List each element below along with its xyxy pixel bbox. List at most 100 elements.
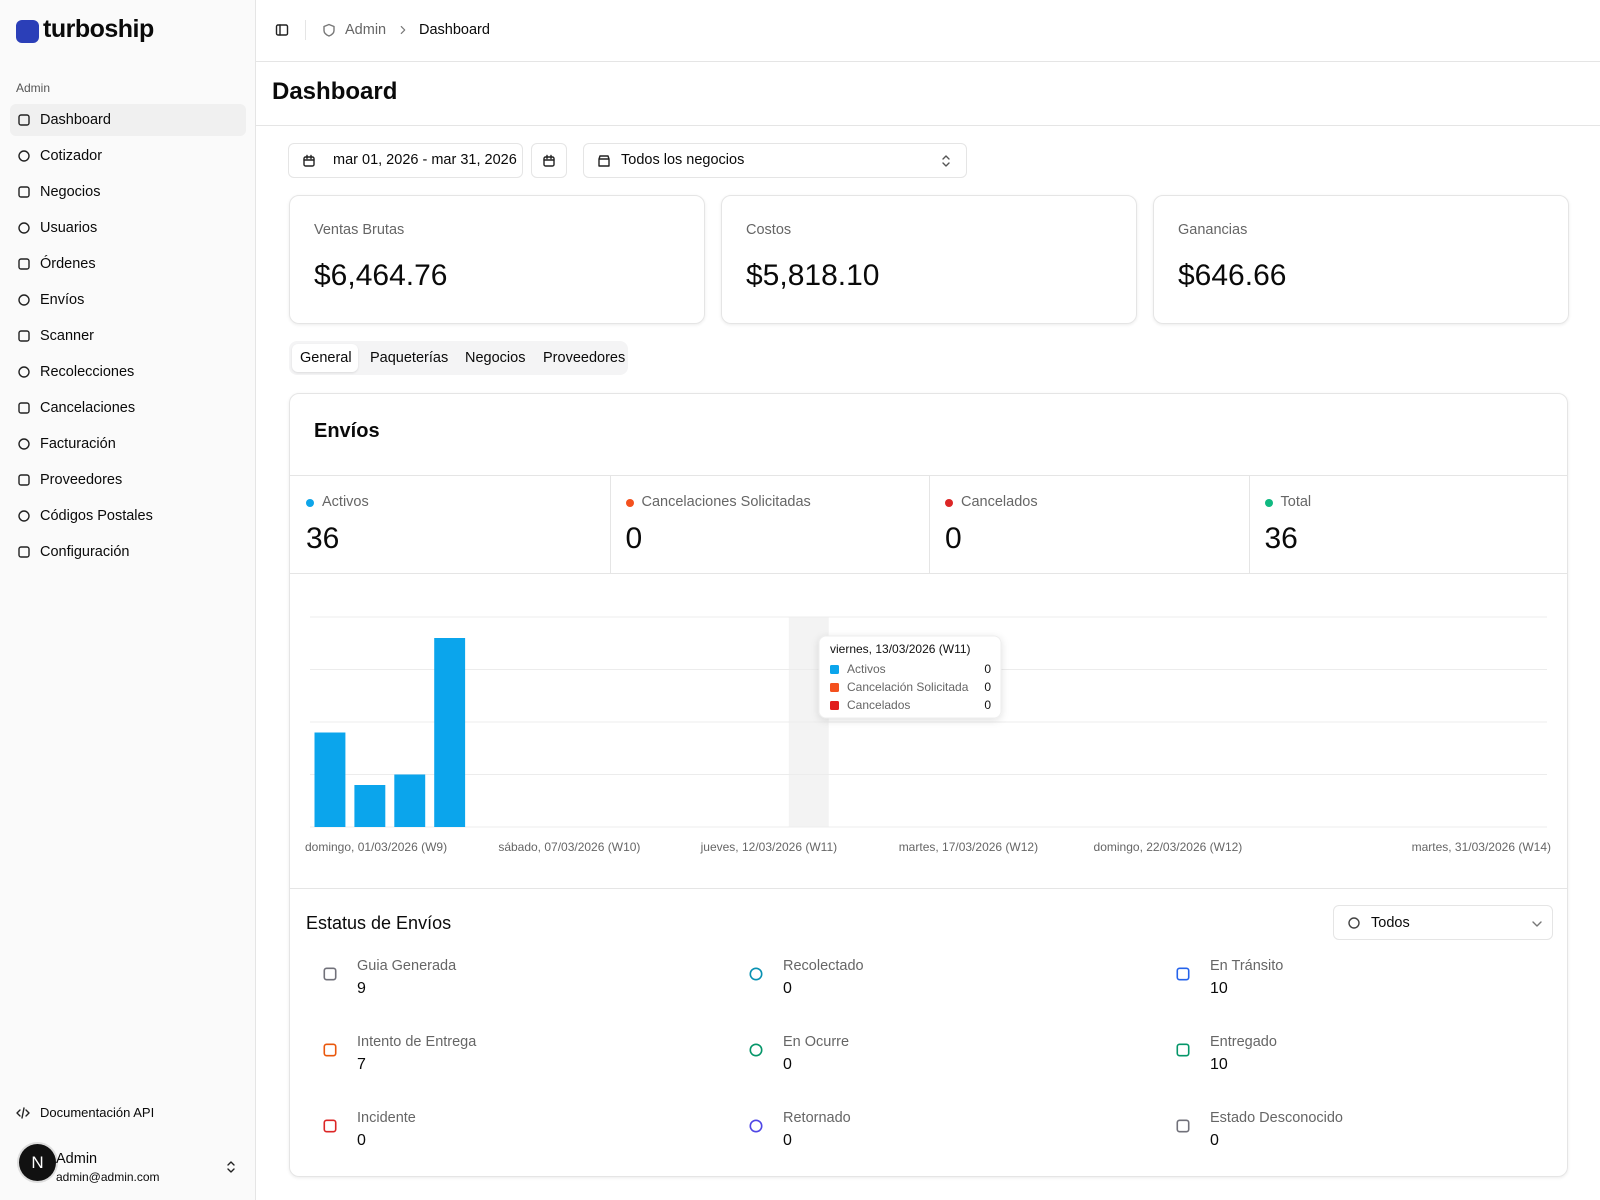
status-select[interactable]: Todos xyxy=(1333,905,1553,940)
icon xyxy=(17,185,31,199)
status-label: Estado Desconocido xyxy=(1210,1110,1343,1126)
avatar[interactable]: N xyxy=(19,1144,56,1181)
calendar-button[interactable] xyxy=(531,143,567,178)
stat-value: 36 xyxy=(306,522,339,556)
icon xyxy=(748,966,764,982)
avatar-initial: N xyxy=(19,1153,56,1173)
status-value: 0 xyxy=(783,1132,792,1150)
page-title: Dashboard xyxy=(272,78,397,106)
stat-label: Cancelados xyxy=(961,494,1038,510)
status-filter: Todos xyxy=(1371,915,1410,931)
status-label: Incidente xyxy=(357,1110,416,1126)
status-label: Retornado xyxy=(783,1110,851,1126)
border xyxy=(290,888,1567,889)
icon xyxy=(748,1042,764,1058)
breadcrumb[interactable]: Admin xyxy=(345,22,386,38)
icon xyxy=(542,154,556,168)
nav-label: Cancelaciones xyxy=(40,400,135,416)
stat-dot xyxy=(626,499,634,507)
card-label: Ganancias xyxy=(1178,222,1247,238)
nav-item[interactable]: Scanner xyxy=(10,320,246,352)
icon xyxy=(17,113,31,127)
nav-label: Scanner xyxy=(40,328,94,344)
card-value: $5,818.10 xyxy=(746,259,879,293)
stat-dot xyxy=(945,499,953,507)
sidebar: turboshipAdminDashboardCotizadorNegocios… xyxy=(0,0,256,1200)
nav-label: Facturación xyxy=(40,436,116,452)
icon xyxy=(17,509,31,523)
icon xyxy=(275,23,289,37)
status-value: 0 xyxy=(357,1132,366,1150)
icon xyxy=(1530,917,1544,931)
icon xyxy=(302,154,316,168)
status-value: 9 xyxy=(357,980,366,998)
nav-item[interactable]: Negocios xyxy=(10,176,246,208)
date-range: mar 01, 2026 - mar 31, 2026 xyxy=(333,152,517,168)
icon xyxy=(322,23,336,37)
nav-item[interactable]: Usuarios xyxy=(10,212,246,244)
nav-item[interactable]: Envíos xyxy=(10,284,246,316)
card-label: Costos xyxy=(746,222,791,238)
icon xyxy=(1175,1042,1191,1058)
nav-item[interactable]: Códigos Postales xyxy=(10,500,246,532)
user-name: Admin xyxy=(56,1151,97,1167)
nav-item[interactable]: Proveedores xyxy=(10,464,246,496)
status-value: 10 xyxy=(1210,1056,1228,1074)
icon xyxy=(1347,916,1361,930)
status-label: En Tránsito xyxy=(1210,958,1283,974)
status-title: Estatus de Envíos xyxy=(306,913,451,934)
stat-value: 0 xyxy=(945,522,962,556)
nav-item[interactable]: Órdenes xyxy=(10,248,246,280)
nav-label: Configuración xyxy=(40,544,129,560)
border xyxy=(290,573,1567,574)
status-label: Guia Generada xyxy=(357,958,456,974)
status-value: 0 xyxy=(1210,1132,1219,1150)
nav-item[interactable]: Cotizador xyxy=(10,140,246,172)
nav-label: Cotizador xyxy=(40,148,102,164)
tab[interactable]: General xyxy=(300,350,352,366)
nav-label: Negocios xyxy=(40,184,100,200)
nav-label: Usuarios xyxy=(40,220,97,236)
envios-title: Envíos xyxy=(314,420,380,443)
date-picker[interactable]: mar 01, 2026 - mar 31, 2026 xyxy=(288,143,523,178)
icon xyxy=(17,221,31,235)
stat-label: Cancelaciones Solicitadas xyxy=(642,494,811,510)
status-value: 7 xyxy=(357,1056,366,1074)
title-border xyxy=(256,125,1600,126)
nav-item[interactable]: Dashboard xyxy=(10,104,246,136)
nav-label: Códigos Postales xyxy=(40,508,153,524)
stat-card: Costos $5,818.10 xyxy=(721,195,1137,324)
user-email: admin@admin.com xyxy=(56,1170,160,1184)
nav-item[interactable]: Recolecciones xyxy=(10,356,246,388)
footer-link[interactable]: Documentación API xyxy=(40,1105,154,1120)
tab[interactable]: Proveedores xyxy=(543,350,625,366)
icon xyxy=(322,966,338,982)
divider xyxy=(610,476,611,573)
icon xyxy=(17,329,31,343)
envios-card: EnvíosActivos36Cancelaciones Solicitadas… xyxy=(289,393,1568,1177)
stat-dot xyxy=(1265,499,1273,507)
icon xyxy=(17,437,31,451)
card-label: Ventas Brutas xyxy=(314,222,404,238)
icon xyxy=(17,149,31,163)
icon xyxy=(16,1106,30,1120)
tab[interactable]: Negocios xyxy=(465,350,525,366)
business-select[interactable]: Todos los negocios xyxy=(583,143,967,178)
stat-dot xyxy=(306,499,314,507)
icon xyxy=(748,1118,764,1134)
status-value: 0 xyxy=(783,980,792,998)
nav-item[interactable]: Facturación xyxy=(10,428,246,460)
stat-value: 36 xyxy=(1265,522,1298,556)
stat-card: Ventas Brutas$6,464.76 xyxy=(289,195,705,324)
nav-item[interactable]: Configuración xyxy=(10,536,246,568)
icon xyxy=(597,154,611,168)
icon xyxy=(397,24,409,36)
nav-item[interactable]: Cancelaciones xyxy=(10,392,246,424)
divider xyxy=(929,476,930,573)
icon xyxy=(17,545,31,559)
stat-label: Total xyxy=(1281,494,1312,510)
tab[interactable]: Paqueterías xyxy=(370,350,448,366)
nav-label: Órdenes xyxy=(40,256,96,272)
business-value: Todos los negocios xyxy=(621,152,744,168)
stat-value: 0 xyxy=(626,522,643,556)
